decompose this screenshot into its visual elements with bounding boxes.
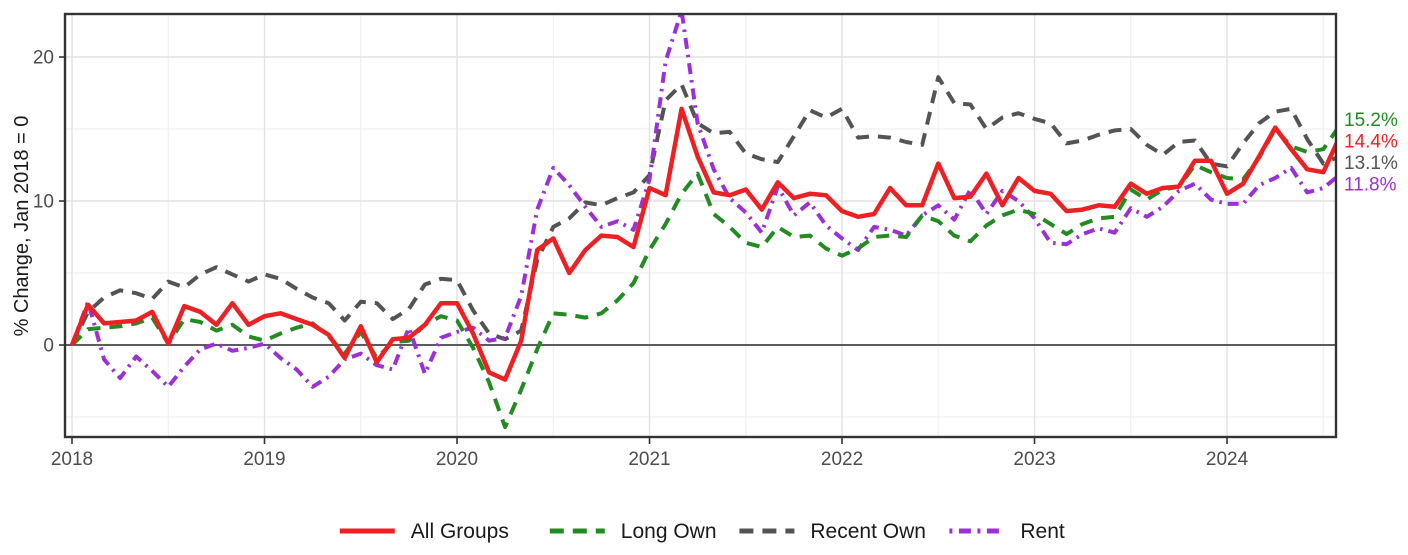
data-series [65,13,1336,430]
series-end-labels: 15.2%14.4%13.1%11.8% [1344,110,1398,196]
panel-border [63,12,1338,439]
x-tick-label: 2022 [821,449,863,470]
legend-item-long-own: Long Own [549,520,717,543]
legend-label: Long Own [621,520,717,543]
x-tick-label: 2018 [51,449,93,470]
gridlines [65,14,1336,437]
legend-item-all-groups: All Groups [339,520,509,543]
series-line-all-groups [69,106,1336,382]
legend: All Groups Long Own Recent Own Rent [339,520,1065,543]
series-line-recent-own [70,75,1336,346]
x-tick-label: 2024 [1206,449,1249,470]
legend-item-rent: Rent [949,520,1065,543]
y-tick-label: 10 [33,192,54,213]
y-axis-title: % Change, Jan 2018 = 0 [11,116,33,337]
x-tick-label: 2021 [628,449,670,470]
legend-label: Rent [1020,520,1065,543]
end-label-recent-own: 13.1% [1344,153,1398,174]
legend-item-recent-own: Recent Own [739,520,926,543]
x-tick-label: 2023 [1013,449,1055,470]
y-tick-label: 20 [33,48,54,69]
end-label-long-own: 15.2% [1344,110,1398,131]
x-tick-label: 2020 [436,449,478,470]
panel-frame [63,12,1338,439]
y-tick-label: 0 [43,336,54,357]
end-label-rent: 11.8% [1344,175,1397,196]
axes: 2018 2019 2020 2021 2022 2023 2024 0 10 20 [33,48,1249,471]
legend-label: All Groups [411,520,509,543]
x-tick-label: 2019 [243,449,285,470]
series-line-rent [70,13,1336,389]
legend-label: Recent Own [810,520,926,543]
end-label-all-groups: 14.4% [1344,132,1398,153]
